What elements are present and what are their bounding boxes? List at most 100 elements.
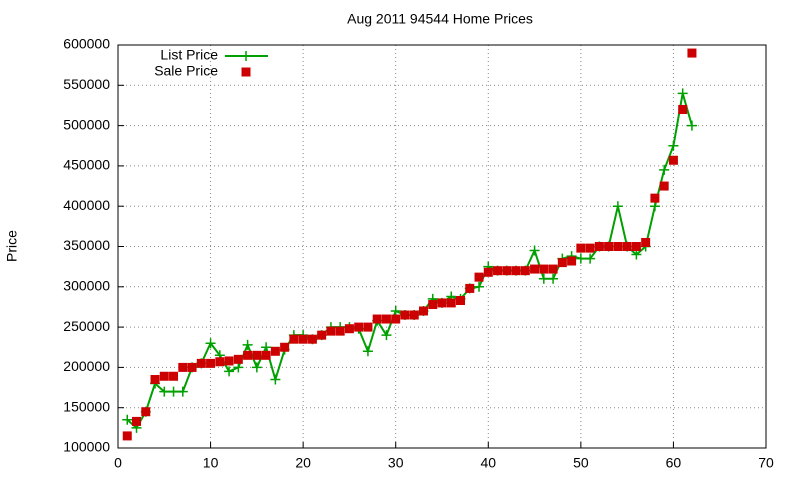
y-tick-label: 450000 [63,157,110,173]
data-point [122,414,133,425]
data-point [363,322,373,332]
data-point [409,310,419,320]
data-point [604,242,614,251]
x-tick-label: 30 [388,455,404,471]
data-point [465,283,475,293]
data-point [233,354,243,364]
data-point [520,266,530,276]
data-point [437,298,447,308]
data-point [502,266,512,276]
data-point [511,266,521,276]
data-point [686,120,697,131]
data-point [289,334,299,344]
data-point [428,300,438,310]
legend-marker [241,67,251,77]
data-point [391,314,401,324]
data-point [178,362,188,372]
data-point [280,342,290,352]
data-point [613,242,623,251]
data-point [483,267,493,277]
data-point [585,243,595,253]
y-tick-label: 150000 [63,398,110,414]
y-tick-label: 200000 [63,358,110,374]
data-point [215,357,225,367]
x-tick-label: 20 [295,455,311,471]
legend-label: Sale Price [154,63,218,79]
data-point [594,242,604,251]
data-point [362,346,373,357]
data-point [612,201,623,212]
data-point [456,296,466,306]
chart-title: Aug 2011 94544 Home Prices [347,11,533,27]
legend-marker [241,51,251,61]
y-tick-label: 550000 [63,76,110,92]
data-point [622,242,632,251]
data-point [335,326,345,336]
data-point [251,362,262,373]
data-point [141,407,151,417]
data-point [224,366,235,377]
data-point [677,88,688,99]
data-point [631,249,642,260]
x-tick-label: 40 [480,455,496,471]
x-tick-label: 60 [666,455,682,471]
x-tick-label: 10 [203,455,219,471]
data-point [548,273,559,284]
data-point [187,362,197,372]
data-point [668,155,678,165]
data-point [557,258,567,268]
data-point [687,48,697,58]
data-point [196,358,206,368]
data-point [233,362,244,373]
data-point [390,305,401,316]
data-point [168,386,179,397]
data-point [261,350,271,360]
data-point [150,374,160,384]
data-point [631,242,641,251]
data-point [538,273,549,284]
data-point [381,314,391,324]
data-point [474,281,485,292]
data-point [650,193,660,203]
y-tick-label: 500000 [63,116,110,132]
data-point [529,245,540,256]
data-point [344,324,354,334]
data-point [668,140,679,151]
data-point [400,310,410,320]
data-point [122,431,132,441]
data-point [298,334,308,344]
data-point [418,306,428,316]
data-point [159,371,169,381]
data-point [270,374,281,385]
y-tick-label: 600000 [63,36,110,52]
data-point [224,356,234,366]
data-point [242,339,253,350]
data-point [354,322,364,332]
data-point [649,201,660,212]
data-point [252,350,262,360]
plot-frame [117,44,767,449]
y-tick-label: 350000 [63,237,110,253]
series-line [126,93,693,430]
data-point [575,253,586,264]
data-point [548,264,558,274]
data-point [539,264,549,274]
data-point [659,164,670,175]
data-point [493,266,503,276]
data-point [177,386,188,397]
data-point [169,371,179,381]
data-point [641,237,651,247]
data-point [372,314,382,324]
legend-label: List Price [160,47,218,63]
data-point [270,346,280,356]
y-tick-label: 250000 [63,318,110,334]
data-point [567,256,577,266]
data-point [381,330,392,341]
y-tick-label: 400000 [63,197,110,213]
data-point [132,416,142,426]
data-point [205,338,216,349]
x-tick-label: 50 [573,455,589,471]
data-point [326,326,336,336]
data-point [474,272,484,282]
